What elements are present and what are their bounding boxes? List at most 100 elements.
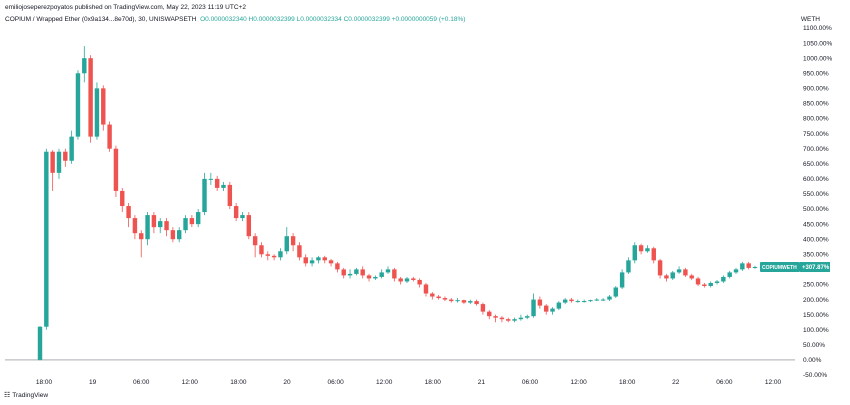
candle [474,299,479,306]
x-tick-label: 06:00 [716,379,733,386]
candle [442,296,448,302]
candle [214,175,220,191]
candle-body [569,299,574,302]
y-tick-label: 1000.00% [803,55,832,62]
candle [164,218,169,237]
candle [430,292,435,300]
candle [69,130,74,164]
symbol-name[interactable]: COPIUM / Wrapped Ether (0x9a134...8e70d)… [5,16,197,23]
candle [246,212,252,240]
candle-body [575,301,581,303]
candle [740,261,745,271]
candle [120,187,125,213]
candle-body [740,263,745,270]
candle [221,181,226,191]
x-axis[interactable]: 18:00 19 06:00 12:00 18:00 20 06:00 12:00 18:00 2… [36,379,782,386]
candle [240,212,245,222]
candle [303,254,308,267]
candle-body [537,299,543,306]
candle-body [493,316,498,318]
candle-body [37,326,43,360]
candle [82,46,87,83]
candle [676,266,682,274]
candle-body [322,257,327,261]
candle [651,246,656,264]
candle [556,301,562,311]
y-axis[interactable]: 1100.00% 1050.00% 1000.00% 950.00% 900.00% 85… [803,25,832,379]
candle-body [158,221,163,228]
candle-body [708,282,713,286]
price-value-background [800,262,830,273]
candle-body [645,248,650,252]
candle-body [69,136,74,161]
candle [550,307,555,315]
candle [506,317,511,323]
candle [594,298,600,302]
candle-body [252,236,258,246]
candle [524,314,530,320]
candle [341,267,346,279]
candle [569,298,574,303]
candle [101,85,106,131]
candle-body [50,151,55,173]
candle-body [195,212,201,225]
x-tick-label: 18:00 [425,379,442,386]
candle-body [240,215,245,219]
candle-body [676,269,682,273]
candle [335,261,340,273]
candle [531,293,536,318]
y-tick-label: 700.00% [803,146,829,153]
candle-body [120,190,125,207]
candle [683,267,688,277]
candle [208,172,214,185]
candle-body [227,184,233,207]
candle-body [714,281,720,283]
candle-body [366,275,372,279]
candle-body [670,272,675,279]
candle-body [278,251,283,258]
candle-body [170,230,176,240]
y-tick-label: 1050.00% [803,40,832,47]
candle [151,212,157,234]
candle-layer [37,46,758,361]
y-tick-label: 1100.00% [803,25,832,32]
candle [94,82,100,140]
x-tick-label: 06:00 [327,379,344,386]
price-label: COPIUMWETH +307.87% [760,262,830,273]
candle-body [657,260,663,276]
candle [632,242,637,264]
y-tick-label: 750.00% [803,131,829,138]
candle-body [183,218,188,231]
candle [404,276,410,283]
candle-body [139,233,144,240]
candle [37,326,43,361]
x-tick-label: 21 [478,379,486,386]
candle [195,209,201,228]
candle [689,273,694,280]
candle [189,215,195,228]
candle [366,273,372,282]
candle [56,148,62,179]
candle-body [316,257,321,261]
candle-body [82,58,87,74]
candle [63,148,68,167]
candle [158,218,163,234]
candle-body [56,151,62,173]
x-tick-label: 19 [89,379,97,386]
x-tick-label: 12:00 [570,379,587,386]
candle-body [101,88,106,125]
candle-body [221,184,226,188]
candle [75,70,81,140]
x-tick-label: 22 [672,379,680,386]
candle [721,275,726,283]
candle [455,298,460,303]
candle-body [607,296,612,300]
candle-body [721,276,726,282]
candle [113,145,119,197]
y-tick-label: 400.00% [803,236,829,243]
candle-body [214,178,220,188]
candle-body [126,206,131,219]
candle [537,296,543,309]
candle [233,203,239,222]
